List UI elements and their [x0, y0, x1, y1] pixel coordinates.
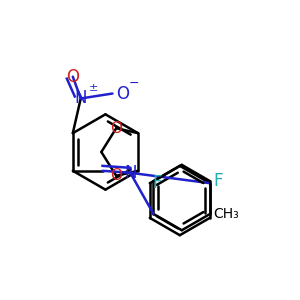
Text: O: O	[110, 168, 122, 183]
Text: F: F	[153, 174, 162, 192]
Text: O: O	[66, 68, 79, 86]
Text: F: F	[213, 172, 223, 190]
Text: CH₃: CH₃	[213, 207, 239, 221]
Text: N: N	[74, 89, 87, 107]
Text: ±: ±	[89, 82, 98, 92]
Text: −: −	[128, 76, 139, 90]
Text: N: N	[124, 164, 136, 182]
Text: O: O	[110, 121, 122, 136]
Text: O: O	[116, 85, 129, 103]
